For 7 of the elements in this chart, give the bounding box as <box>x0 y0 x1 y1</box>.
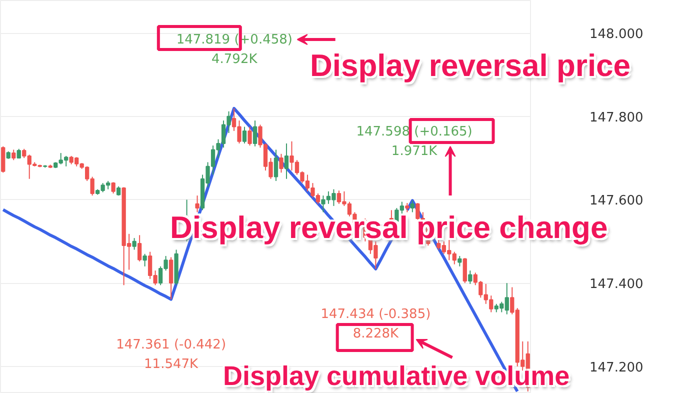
annotation: 147.434 (-0.385) 8.228K <box>320 306 431 342</box>
y-tick-label: 147.400 <box>590 277 644 292</box>
y-tick-label: 147.800 <box>590 110 644 126</box>
y-tick-label: 147.600 <box>590 194 644 209</box>
y-tick-label: 148.000 <box>590 27 644 42</box>
y-tick-label: 147.200 <box>590 360 644 376</box>
annotation: Display reversal price <box>310 48 631 84</box>
